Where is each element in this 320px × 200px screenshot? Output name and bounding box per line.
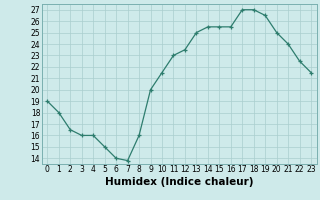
X-axis label: Humidex (Indice chaleur): Humidex (Indice chaleur) (105, 177, 253, 187)
